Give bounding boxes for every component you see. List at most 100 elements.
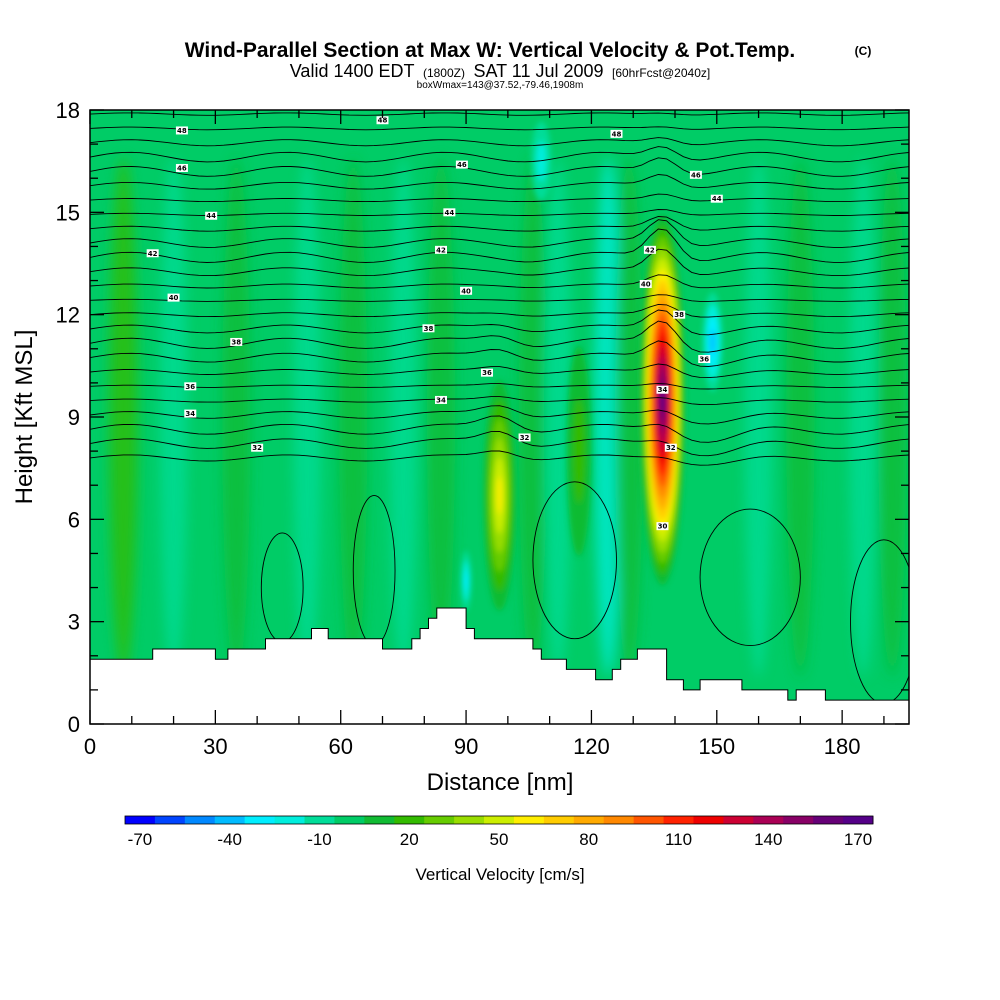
downdraft-core (536, 141, 547, 182)
downdraft-core (464, 570, 469, 591)
isentrope-label-text: 46 (691, 171, 701, 179)
isentrope-label-text: 42 (148, 250, 158, 258)
isentrope-label-text: 44 (444, 209, 454, 217)
y-tick-label: 12 (56, 303, 80, 328)
isentrope-label: 34 (656, 385, 669, 394)
isentrope-line (90, 450, 909, 466)
field-band (594, 157, 623, 677)
low-level-contour (532, 481, 617, 640)
isentrope-label-box (460, 286, 473, 295)
isentrope-line (90, 431, 909, 457)
colorbar-swatch (693, 816, 724, 824)
field-band (878, 157, 907, 677)
isentrope-label: 32 (664, 443, 677, 452)
y-tick-label: 6 (68, 507, 80, 532)
colorbar-tick-label: 140 (754, 830, 782, 849)
isentrope-label-text: 48 (177, 127, 187, 135)
isentrope-label-box (443, 208, 456, 217)
colorbar-tick-label: 170 (844, 830, 872, 849)
valid-date: SAT 11 Jul 2009 (473, 61, 603, 81)
isentrope-label-text: 38 (231, 338, 241, 346)
isentrope-label: 38 (673, 310, 686, 319)
field-band (744, 157, 773, 677)
isentrope-label: 46 (455, 160, 468, 169)
x-axis-label: Distance [nm] (427, 769, 574, 796)
isentrope-label: 42 (435, 245, 447, 254)
updraft-core (572, 398, 585, 504)
isentrope-line (90, 340, 909, 367)
isentrope-label-text: 42 (645, 246, 655, 254)
colorbar-swatch (394, 816, 425, 824)
isentrope-label-box (146, 249, 159, 258)
valid-line: Valid 1400 EDT (1800Z) SAT 11 Jul 2009 [… (290, 61, 710, 81)
chart-title: Wind-Parallel Section at Max W: Vertical… (185, 39, 796, 62)
updraft-core (660, 389, 665, 411)
isentrope-label: 36 (480, 368, 493, 377)
isentrope-label-box (639, 279, 652, 288)
colorbar-swatch (633, 816, 665, 824)
isentrope-label-text: 38 (424, 325, 434, 333)
field-band (109, 157, 138, 677)
isentrope-line (90, 193, 909, 203)
isentrope-label-box (673, 310, 686, 319)
isentrope-line (90, 294, 909, 302)
isentrope-label-text: 34 (658, 386, 668, 394)
isentrope-label-box (184, 409, 197, 418)
isentrope-label-text: 46 (457, 161, 467, 169)
isentrope-label-box (175, 163, 188, 172)
isentrope-label: 34 (435, 395, 447, 404)
colorbar-tick-label: 20 (400, 830, 419, 849)
y-tick-label: 18 (56, 98, 80, 123)
isentrope-line (90, 126, 909, 131)
isentrope-label-text: 44 (206, 212, 216, 220)
isentrope-label-text: 34 (185, 410, 195, 418)
field-band (293, 157, 322, 677)
x-tick-label: 30 (203, 734, 227, 759)
colorbar-swatch (783, 816, 814, 824)
forecast-info: [60hrFcst@2040z] (612, 66, 710, 80)
isentrope-line (90, 157, 909, 177)
colorbar-tick-label: 110 (665, 830, 692, 849)
isentrope-lines (90, 112, 909, 704)
isentrope-line (90, 303, 909, 318)
isentrope-label: 44 (710, 194, 723, 203)
isentrope-line (90, 228, 909, 263)
isentrope-label: 46 (175, 163, 188, 172)
isentrope-label: 36 (184, 382, 197, 391)
isentrope-label-text: 44 (712, 195, 722, 203)
isentrope-label: 40 (639, 279, 652, 288)
isentrope-label-box (689, 170, 702, 179)
isentrope-label: 48 (175, 126, 188, 135)
terrain-profile (90, 607, 909, 724)
colorbar-frame (124, 815, 874, 825)
y-tick-label: 3 (68, 610, 80, 635)
isentrope-labels: 48 48 48 46 46 46 44 44 44 42 42 42 40 40 40 38 38 38 36 36… (146, 116, 723, 531)
box-wmax-line: boxWmax=143@37.52,-79.46,1908m (417, 80, 584, 91)
downdraft-core (710, 329, 716, 355)
isentrope-label: 48 (610, 129, 623, 138)
colorbar-tick-label: -10 (307, 830, 332, 849)
y-tick-label: 0 (68, 712, 80, 737)
terrain (90, 607, 909, 724)
isentrope-line (90, 382, 909, 390)
colorbar-swatch (843, 816, 874, 824)
isentrope-label: 48 (376, 116, 389, 125)
isentrope-label-box (205, 211, 218, 220)
colorbar-swatch (723, 816, 754, 824)
isentrope-label-box (455, 160, 468, 169)
field-texture (109, 157, 907, 677)
isentrope-label-box (698, 355, 711, 364)
isentrope-label-box (184, 382, 197, 391)
isentrope-label: 38 (230, 337, 243, 346)
valid-prefix: Valid 1400 EDT (290, 61, 415, 81)
isentrope-label-box (435, 245, 447, 254)
isentrope-label-box (710, 194, 723, 203)
field-band (615, 157, 644, 677)
isentrope-label-box (376, 116, 389, 125)
isentrope-line (90, 405, 909, 425)
colorbar-swatch (125, 816, 156, 824)
colorbar-label: Vertical Velocity [cm/s] (415, 865, 584, 884)
isentrope-line (90, 320, 909, 353)
isentrope-line (90, 209, 909, 216)
